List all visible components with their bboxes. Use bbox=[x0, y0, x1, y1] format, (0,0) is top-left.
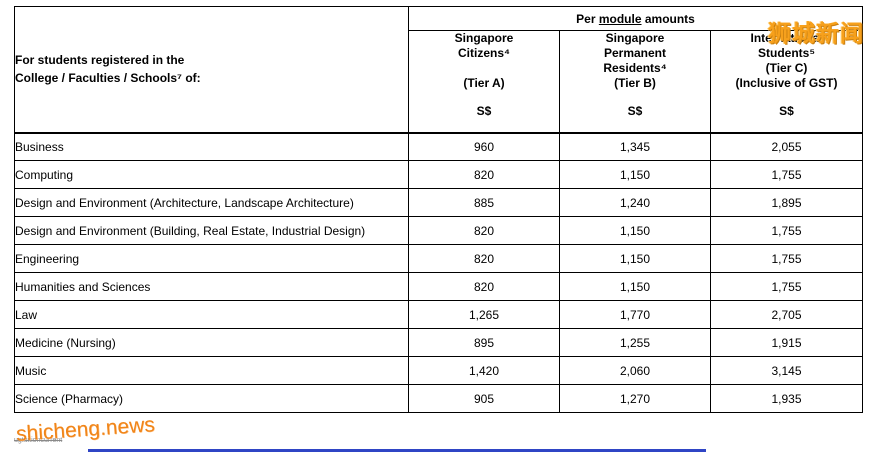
column-header-tier-c: International Students⁵ (Tier C) (Inclus… bbox=[709, 30, 864, 133]
faculty-label: Music bbox=[14, 356, 409, 385]
faculty-label: Design and Environment (Architecture, La… bbox=[14, 188, 409, 217]
header-line: Students⁵ bbox=[758, 46, 815, 60]
faculty-label: Engineering bbox=[14, 244, 409, 273]
currency-label: S$ bbox=[627, 104, 643, 118]
tier-a-value: 1,420 bbox=[408, 356, 560, 385]
faculty-label: Computing bbox=[14, 160, 409, 189]
watermark-top-right: 狮城新闻 bbox=[768, 20, 864, 46]
header-line: (Tier A) bbox=[463, 76, 505, 90]
header-line: Residents⁴ bbox=[603, 61, 667, 75]
currency-label: S$ bbox=[476, 104, 492, 118]
tier-b-value: 1,345 bbox=[559, 131, 711, 161]
tier-a-value: 960 bbox=[408, 131, 560, 161]
tier-c-value: 1,755 bbox=[709, 272, 864, 301]
tier-a-value: 820 bbox=[408, 244, 560, 273]
tier-a-value: 820 bbox=[408, 160, 560, 189]
fees-table: For students registered in the College /… bbox=[14, 6, 864, 413]
tier-c-value: 1,755 bbox=[709, 244, 864, 273]
tier-b-value: 2,060 bbox=[559, 356, 711, 385]
tier-c-value: 1,915 bbox=[709, 328, 864, 357]
table-row: Science (Pharmacy) 905 1,270 1,935 bbox=[14, 384, 864, 413]
tier-c-value: 1,895 bbox=[709, 188, 864, 217]
tier-a-value: 820 bbox=[408, 272, 560, 301]
table-row: Humanities and Sciences 820 1,150 1,755 bbox=[14, 272, 864, 301]
tier-c-value: 2,055 bbox=[709, 131, 864, 161]
tier-b-value: 1,150 bbox=[559, 244, 711, 273]
tier-b-value: 1,240 bbox=[559, 188, 711, 217]
table-row: Medicine (Nursing) 895 1,255 1,915 bbox=[14, 328, 864, 357]
table-row: Design and Environment (Architecture, La… bbox=[14, 188, 864, 217]
bottom-blue-line bbox=[88, 449, 706, 452]
table-row: Design and Environment (Building, Real E… bbox=[14, 216, 864, 245]
per-module-suffix: amounts bbox=[641, 11, 695, 26]
header-line: (Inclusive of GST) bbox=[735, 76, 838, 90]
tier-c-value: 1,755 bbox=[709, 160, 864, 189]
faculty-label: Medicine (Nursing) bbox=[14, 328, 409, 357]
tier-b-value: 1,770 bbox=[559, 300, 711, 329]
row-label-header: For students registered in the College /… bbox=[14, 6, 409, 133]
tier-a-value: 905 bbox=[408, 384, 560, 413]
table-row: Engineering 820 1,150 1,755 bbox=[14, 244, 864, 273]
faculty-label: Business bbox=[14, 131, 409, 161]
header-line: Citizens⁴ bbox=[458, 46, 510, 60]
tier-c-value: 2,705 bbox=[709, 300, 864, 329]
watermark-bottom-left: shicheng.news bbox=[15, 413, 156, 446]
table-row: Law 1,265 1,770 2,705 bbox=[14, 300, 864, 329]
table-row: Business 960 1,345 2,055 bbox=[14, 131, 864, 161]
tier-a-value: 895 bbox=[408, 328, 560, 357]
header-line: (Tier C) bbox=[765, 61, 808, 75]
footer-note: ugtuitioncurrent bbox=[14, 437, 63, 444]
column-header-tier-a: Singapore Citizens⁴ (Tier A) S$ bbox=[408, 30, 560, 133]
tier-c-value: 3,145 bbox=[709, 356, 864, 385]
faculty-label: Science (Pharmacy) bbox=[14, 384, 409, 413]
row-label-line1: For students registered in the bbox=[15, 52, 185, 67]
header-line: Permanent bbox=[603, 46, 667, 60]
header-line: Singapore bbox=[454, 31, 514, 45]
faculty-label: Design and Environment (Building, Real E… bbox=[14, 216, 409, 245]
tier-b-value: 1,255 bbox=[559, 328, 711, 357]
header-line: International bbox=[750, 31, 823, 45]
tier-b-value: 1,150 bbox=[559, 272, 711, 301]
tier-b-value: 1,150 bbox=[559, 160, 711, 189]
currency-label: S$ bbox=[779, 104, 794, 118]
header-line: Singapore bbox=[605, 31, 665, 45]
table-row: Computing 820 1,150 1,755 bbox=[14, 160, 864, 189]
tier-b-value: 1,150 bbox=[559, 216, 711, 245]
table-row: Music 1,420 2,060 3,145 bbox=[14, 356, 864, 385]
tier-a-value: 1,265 bbox=[408, 300, 560, 329]
tier-a-value: 885 bbox=[408, 188, 560, 217]
column-header-tier-b: Singapore Permanent Residents⁴ (Tier B) … bbox=[559, 30, 711, 133]
per-module-prefix: Per bbox=[576, 11, 599, 26]
faculty-label: Law bbox=[14, 300, 409, 329]
tier-b-value: 1,270 bbox=[559, 384, 711, 413]
row-label-line2: College / Faculties / Schools⁷ of: bbox=[15, 71, 201, 86]
tier-c-value: 1,755 bbox=[709, 216, 864, 245]
tier-c-value: 1,935 bbox=[709, 384, 864, 413]
per-module-underlined: module bbox=[598, 11, 642, 26]
header-line bbox=[409, 61, 559, 76]
tier-a-value: 820 bbox=[408, 216, 560, 245]
header-line: (Tier B) bbox=[614, 76, 656, 90]
faculty-label: Humanities and Sciences bbox=[14, 272, 409, 301]
